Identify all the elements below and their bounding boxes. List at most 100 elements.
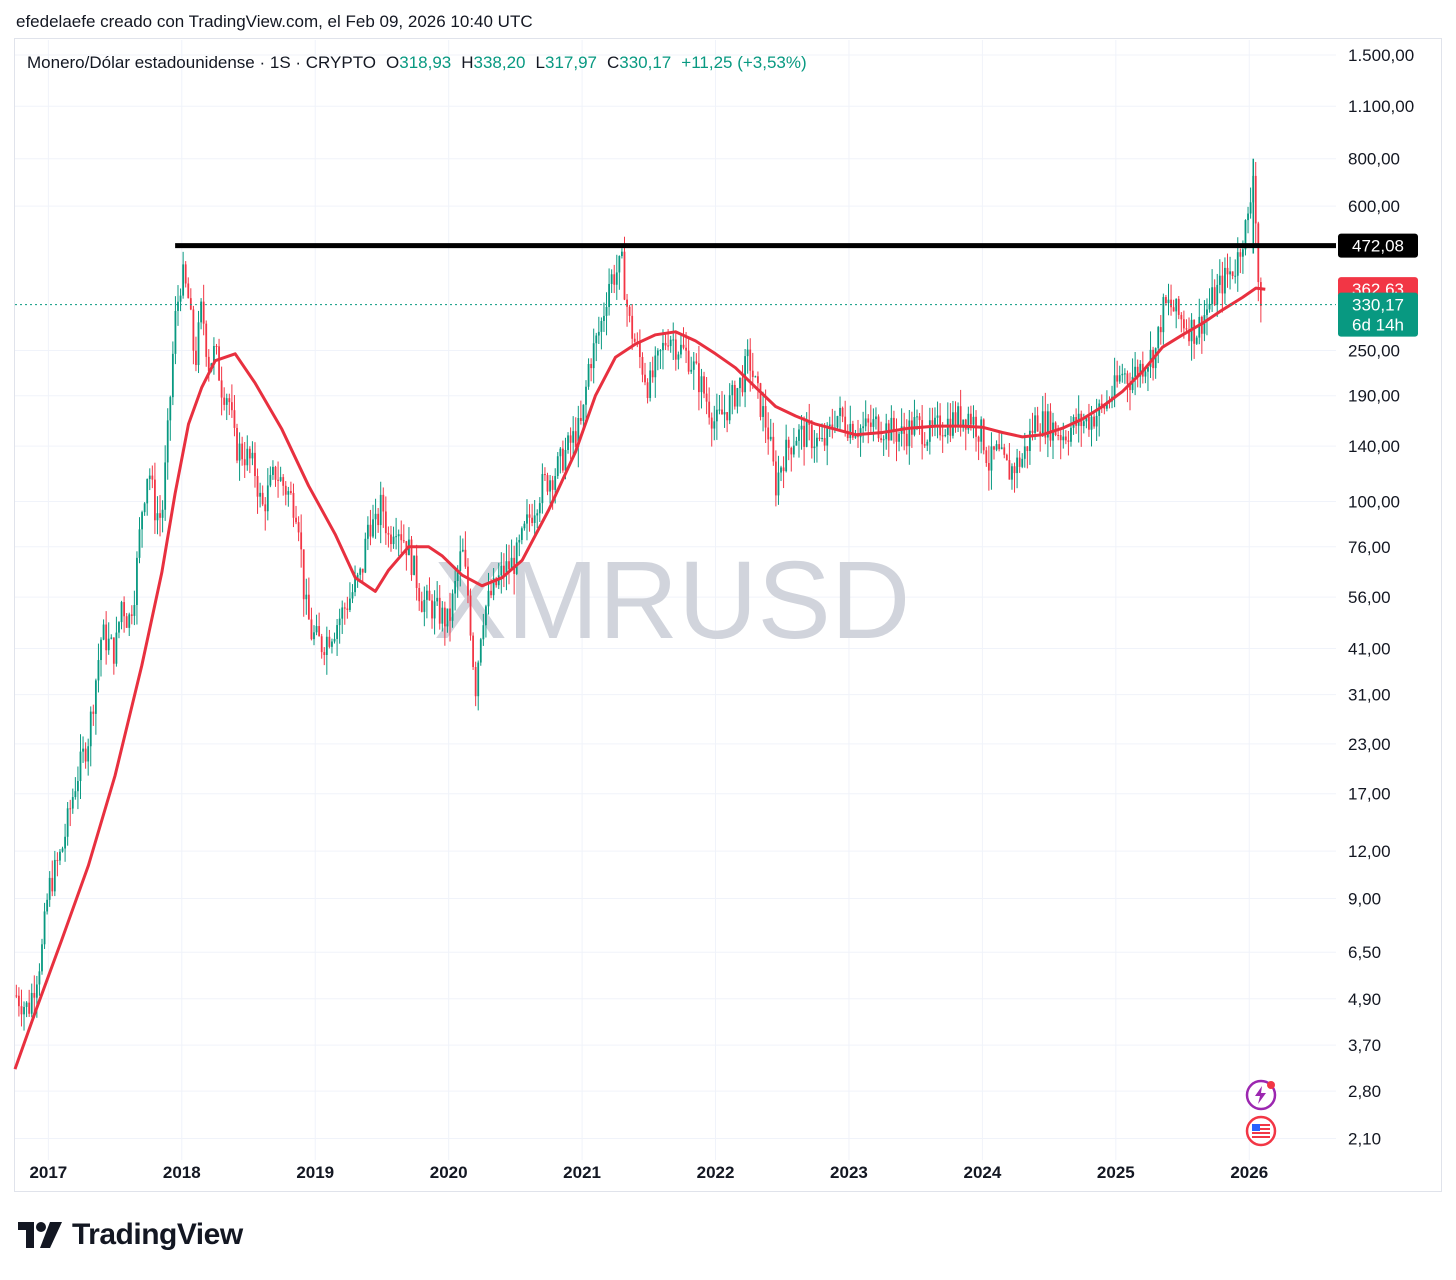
candle-body <box>56 859 59 861</box>
candle-body <box>551 480 554 490</box>
x-tick-label: 2018 <box>163 1163 201 1182</box>
candle-body <box>582 404 585 421</box>
candle-body <box>862 426 865 429</box>
candle-body <box>97 660 100 681</box>
candle-body <box>1236 252 1239 276</box>
candle-body <box>754 376 757 378</box>
candle-body <box>1008 460 1011 480</box>
candle-body <box>792 445 795 455</box>
candle-body <box>166 420 169 463</box>
candle-body <box>315 626 318 633</box>
candle-body <box>361 568 364 573</box>
candle-body <box>177 301 179 311</box>
candle-body <box>1005 454 1008 461</box>
candle-body <box>980 419 983 442</box>
resistance-price-tag <box>1338 233 1418 258</box>
candle-body <box>759 383 762 417</box>
candle-body <box>854 436 857 438</box>
candle-body <box>692 361 695 370</box>
candle-body <box>130 614 133 616</box>
candle-body <box>941 435 944 437</box>
candle-body <box>698 363 700 393</box>
candle-body <box>192 309 195 351</box>
candle-body <box>533 515 536 523</box>
candle-body <box>495 578 498 586</box>
candle-body <box>590 364 593 369</box>
candle-body <box>921 420 924 445</box>
candle-body <box>15 995 18 997</box>
candle-body <box>972 416 975 425</box>
candle-body <box>1044 411 1047 438</box>
candle-body <box>687 350 690 372</box>
candle-body <box>53 859 56 892</box>
candle-body <box>1011 466 1013 480</box>
candle-body <box>323 652 326 656</box>
candle-body <box>1026 446 1029 451</box>
candle-body <box>1257 223 1260 283</box>
ma-line[interactable] <box>13 286 1266 1070</box>
candle-body <box>251 452 254 459</box>
candle-body <box>893 417 895 432</box>
candle-body <box>867 418 870 423</box>
candle-body <box>1129 383 1131 391</box>
candle-body <box>559 448 562 457</box>
candle-body <box>89 711 92 747</box>
candle-body <box>672 339 675 341</box>
candle-body <box>133 605 136 616</box>
candle-body <box>428 590 431 601</box>
candle-body <box>926 441 929 446</box>
candle-body <box>92 711 95 714</box>
candle-body <box>895 431 898 442</box>
resistance-price-text: 472,08 <box>1352 237 1404 256</box>
candle-body <box>556 456 559 477</box>
candle-body <box>1159 327 1162 333</box>
candle-body <box>626 299 628 307</box>
candle-body <box>536 513 539 516</box>
candle-body <box>66 808 69 837</box>
candle-body <box>1046 411 1049 438</box>
tradingview-logo[interactable]: TradingView <box>18 1218 243 1252</box>
candle-body <box>864 418 867 427</box>
candle-body <box>23 1006 25 1015</box>
candle-body <box>369 524 372 537</box>
candle-body <box>218 346 220 381</box>
candle-body <box>82 748 84 752</box>
candle-body <box>272 466 274 475</box>
candle-body <box>228 398 231 403</box>
candle-body <box>202 301 205 324</box>
resistance-line-group <box>15 243 1336 306</box>
candle-body <box>43 911 46 945</box>
candle-body <box>205 323 208 357</box>
candle-body <box>1036 415 1039 432</box>
candle-body <box>472 635 474 668</box>
candle-body <box>35 984 38 998</box>
candle-body <box>839 407 841 416</box>
candle-body <box>618 256 621 273</box>
candle-body <box>708 401 711 418</box>
candle-body <box>821 437 823 440</box>
candle-body <box>1221 275 1224 294</box>
y-tick-label: 800,00 <box>1348 150 1400 169</box>
candle-body <box>18 995 20 1007</box>
candle-body <box>844 416 847 431</box>
candle-body <box>595 335 598 344</box>
candle-body <box>610 274 613 284</box>
lightning-icon[interactable] <box>1245 1079 1277 1111</box>
candle-body <box>215 345 218 347</box>
countdown-text: 6d 14h <box>1352 316 1404 335</box>
candle-body <box>79 751 82 782</box>
y-tick-label: 3,70 <box>1348 1036 1381 1055</box>
candle-body <box>1206 309 1208 316</box>
candle-body <box>805 421 808 447</box>
candle-body <box>993 446 995 450</box>
symbol-name[interactable]: Monero/Dólar estadounidense · 1S · CRYPT… <box>27 53 376 72</box>
candle-body <box>813 446 816 449</box>
us-flag-icon[interactable] <box>1245 1115 1277 1147</box>
candle-body <box>174 310 177 354</box>
candle-body <box>764 406 767 428</box>
candle-body <box>1118 375 1121 382</box>
candle-body <box>490 590 492 596</box>
candle-body <box>554 476 557 490</box>
last-price-tag <box>1338 292 1418 337</box>
